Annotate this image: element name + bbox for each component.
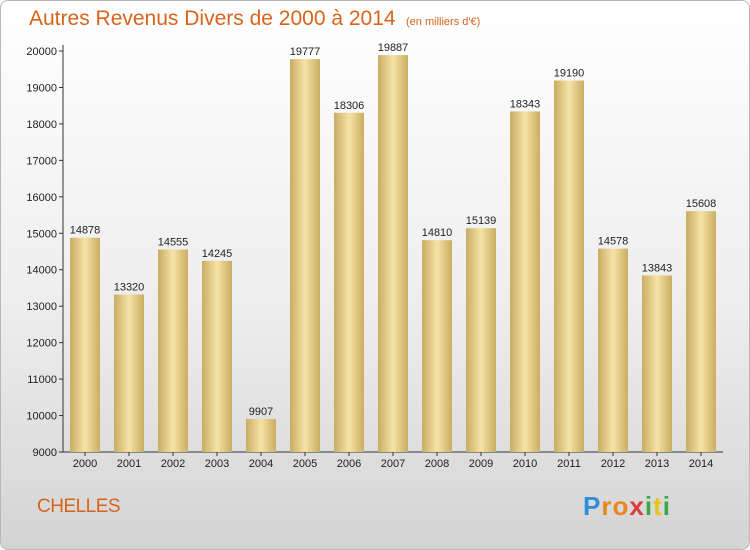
bar-2003 bbox=[202, 260, 232, 452]
x-tick-label: 2006 bbox=[337, 458, 361, 470]
value-label-2012: 14578 bbox=[598, 236, 629, 248]
y-tick-label: 13000 bbox=[26, 301, 57, 313]
x-tick-label: 2007 bbox=[381, 458, 405, 470]
value-label-2004: 9907 bbox=[249, 406, 273, 418]
bar-2007 bbox=[378, 55, 408, 453]
brand-letter: P bbox=[583, 491, 602, 521]
brand-letter: i bbox=[644, 491, 654, 521]
brand-letter: x bbox=[629, 491, 645, 521]
value-label-2001: 13320 bbox=[114, 282, 145, 294]
chart-title: Autres Revenus Divers de 2000 à 2014 bbox=[29, 7, 396, 30]
bar-2005 bbox=[290, 59, 320, 452]
x-tick-label: 2014 bbox=[689, 458, 713, 470]
x-tick-label: 2010 bbox=[513, 458, 537, 470]
y-tick-label: 18000 bbox=[26, 119, 57, 131]
bar-2001 bbox=[114, 294, 144, 452]
value-label-2003: 14245 bbox=[202, 248, 233, 260]
bar-2010 bbox=[510, 111, 540, 452]
y-tick-label: 10000 bbox=[26, 411, 57, 423]
value-label-2007: 19887 bbox=[378, 42, 409, 54]
x-tick-label: 2001 bbox=[117, 458, 141, 470]
title-row: Autres Revenus Divers de 2000 à 2014 (en… bbox=[29, 7, 480, 31]
bar-2013 bbox=[642, 275, 672, 452]
x-tick-label: 2013 bbox=[645, 458, 669, 470]
bars bbox=[70, 55, 716, 453]
bar-2012 bbox=[598, 248, 628, 452]
value-label-2010: 18343 bbox=[510, 98, 541, 110]
bar-2014 bbox=[686, 211, 716, 452]
value-label-2006: 18306 bbox=[334, 100, 365, 112]
city-label: CHELLES bbox=[37, 496, 121, 517]
x-tick-label: 2008 bbox=[425, 458, 449, 470]
y-tick-label: 19000 bbox=[26, 82, 57, 94]
y-tick-label: 9000 bbox=[33, 447, 57, 459]
value-label-2005: 19777 bbox=[290, 46, 321, 58]
value-label-2002: 14555 bbox=[158, 236, 189, 248]
bar-2009 bbox=[466, 228, 496, 452]
value-label-2008: 14810 bbox=[422, 227, 453, 239]
brand-logo[interactable]: Proxiti bbox=[583, 491, 671, 522]
x-tick-label: 2009 bbox=[469, 458, 493, 470]
brand-letter: r bbox=[601, 491, 613, 521]
y-tick-label: 16000 bbox=[26, 192, 57, 204]
x-tick-label: 2005 bbox=[293, 458, 317, 470]
bar-2002 bbox=[158, 249, 188, 452]
value-label-2009: 15139 bbox=[466, 215, 497, 227]
y-tick-label: 11000 bbox=[27, 374, 57, 386]
y-tick-label: 20000 bbox=[26, 46, 57, 58]
value-labels: 14878 13320 14555 14245 9907 19777 18306 19887 1… bbox=[70, 42, 717, 418]
y-tick-label: 17000 bbox=[26, 155, 57, 167]
value-label-2011: 19190 bbox=[554, 68, 585, 80]
brand-letter: o bbox=[612, 491, 630, 521]
value-label-2000: 14878 bbox=[70, 225, 101, 237]
y-tick-label: 14000 bbox=[26, 265, 57, 277]
bar-2004 bbox=[246, 418, 276, 452]
brand-letter: t bbox=[653, 491, 663, 521]
chart-subtitle: (en milliers d'€) bbox=[406, 16, 481, 28]
x-tick-label: 2012 bbox=[601, 458, 625, 470]
y-tick-label: 12000 bbox=[26, 338, 57, 350]
value-label-2013: 13843 bbox=[642, 262, 673, 274]
bar-2000 bbox=[70, 237, 100, 452]
x-axis: 2000 2001 2002 2003 2004 2005 2006 2007 2008 2009… bbox=[63, 451, 723, 470]
y-tick-label: 15000 bbox=[26, 228, 57, 240]
x-tick-label: 2000 bbox=[73, 458, 97, 470]
bar-2008 bbox=[422, 240, 452, 452]
x-tick-label: 2002 bbox=[161, 458, 185, 470]
y-axis: 9000 10000 11000 12000 13000 14000 15000 16000 1… bbox=[26, 45, 64, 459]
value-label-2014: 15608 bbox=[686, 198, 717, 210]
bar-2006 bbox=[334, 112, 364, 452]
bar-2011 bbox=[554, 80, 584, 452]
x-tick-label: 2011 bbox=[557, 458, 581, 470]
brand-letter: i bbox=[662, 491, 671, 521]
x-tick-label: 2004 bbox=[249, 458, 273, 470]
x-tick-label: 2003 bbox=[205, 458, 229, 470]
